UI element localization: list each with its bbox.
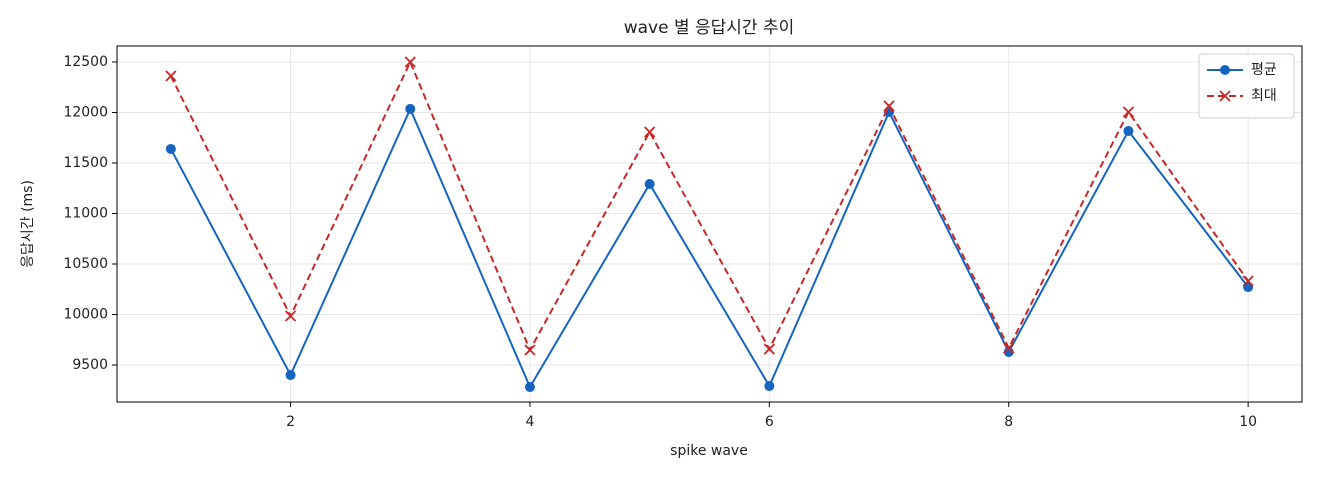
marker — [405, 103, 416, 114]
marker — [644, 126, 656, 138]
x-tick-label: 2 — [286, 414, 295, 430]
legend-marker — [1220, 65, 1230, 75]
x-axis-label: spike wave — [670, 443, 748, 459]
marker — [165, 70, 177, 82]
y-axis-label: 응답시간 (ms) — [20, 180, 36, 268]
marker — [524, 382, 535, 393]
x-tick-label: 4 — [525, 414, 534, 430]
marker — [1122, 106, 1135, 118]
x-tick-label: 10 — [1239, 414, 1257, 430]
marker — [524, 344, 536, 356]
marker — [285, 370, 296, 381]
marker — [1003, 342, 1015, 354]
marker — [763, 343, 775, 355]
y-tick-label: 12000 — [63, 104, 108, 120]
x-tick-label: 6 — [765, 414, 774, 430]
marker — [764, 381, 775, 392]
series-line — [169, 59, 1249, 353]
legend-label: 최대 — [1251, 88, 1277, 104]
chart-title: wave 별 응답시간 추이 — [624, 18, 795, 38]
marker — [284, 310, 297, 322]
marker — [883, 100, 895, 112]
y-tick-label: 12500 — [63, 54, 108, 70]
marker — [1123, 125, 1134, 136]
y-tick-label: 9500 — [72, 357, 108, 373]
marker — [404, 56, 416, 68]
series-line — [169, 106, 1249, 390]
legend-marker — [1219, 90, 1231, 102]
y-tick-label: 11000 — [63, 205, 108, 221]
y-tick-label: 11500 — [63, 155, 108, 171]
y-tick-label: 10000 — [63, 307, 108, 323]
plot-frame — [116, 45, 1303, 403]
marker — [644, 178, 655, 189]
marker — [1242, 275, 1254, 287]
y-tick-label: 10500 — [63, 256, 108, 272]
x-tick-label: 8 — [1004, 414, 1013, 430]
legend-label: 평균 — [1251, 62, 1277, 78]
legend-frame — [1198, 53, 1295, 119]
marker — [165, 143, 176, 154]
